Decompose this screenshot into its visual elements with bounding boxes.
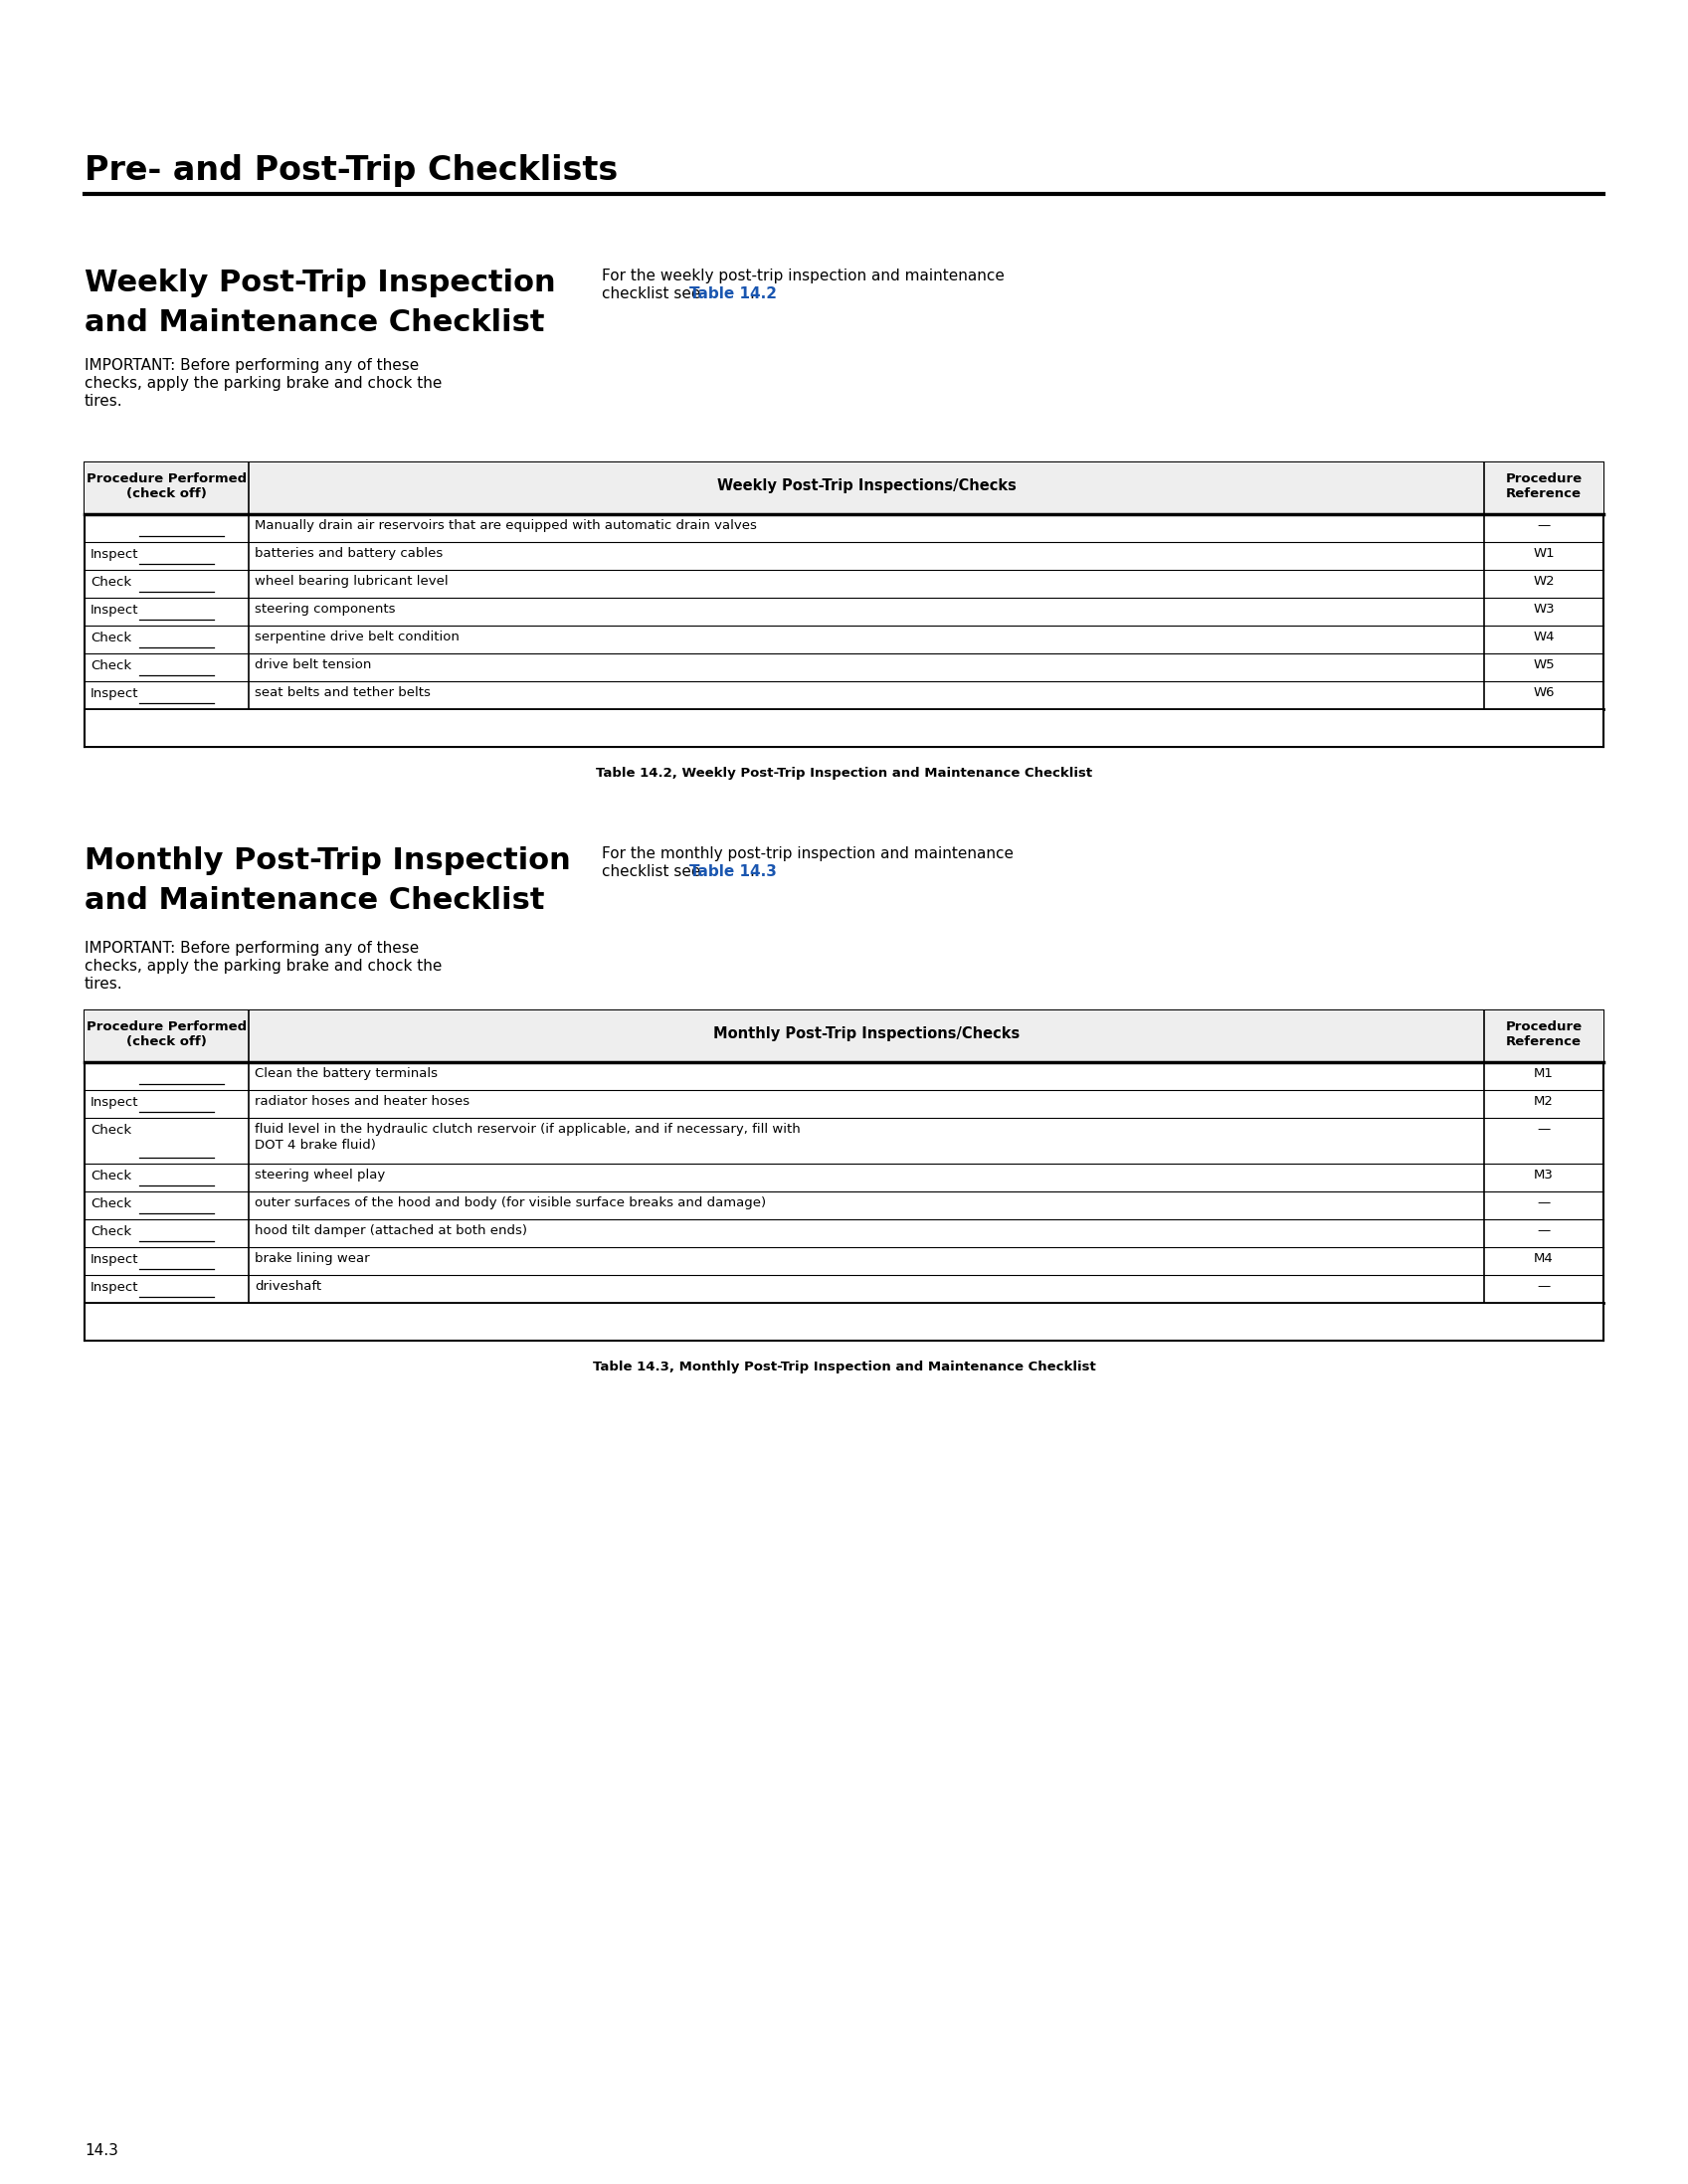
Text: M1: M1 xyxy=(1534,1068,1553,1081)
Text: Inspector: Inspector xyxy=(91,1310,152,1324)
Text: IMPORTANT: Before performing any of these: IMPORTANT: Before performing any of thes… xyxy=(84,358,419,373)
Text: W3: W3 xyxy=(1533,603,1555,616)
Text: M2: M2 xyxy=(1534,1094,1553,1107)
Text: Procedure Performed
(check off): Procedure Performed (check off) xyxy=(86,1020,246,1048)
Text: Date: Date xyxy=(503,716,533,729)
Text: outer surfaces of the hood and body (for visible surface breaks and damage): outer surfaces of the hood and body (for… xyxy=(255,1197,766,1210)
Text: W5: W5 xyxy=(1533,657,1555,670)
Bar xyxy=(84,1011,1604,1061)
Text: W6: W6 xyxy=(1533,686,1555,699)
Text: —: — xyxy=(1538,1225,1550,1236)
Text: W1: W1 xyxy=(1533,546,1555,559)
Text: fluid level in the hydraulic clutch reservoir (if applicable, and if necessary, : fluid level in the hydraulic clutch rese… xyxy=(255,1123,800,1136)
Text: Monthly Post-Trip Inspections/Checks: Monthly Post-Trip Inspections/Checks xyxy=(712,1026,1020,1042)
Text: radiator hoses and heater hoses: radiator hoses and heater hoses xyxy=(255,1094,469,1107)
Text: Check: Check xyxy=(91,1171,132,1182)
Text: Check: Check xyxy=(91,660,132,673)
Text: IMPORTANT: Before performing any of these: IMPORTANT: Before performing any of thes… xyxy=(84,941,419,957)
Text: brake lining wear: brake lining wear xyxy=(255,1251,370,1265)
Text: Pre- and Post-Trip Checklists: Pre- and Post-Trip Checklists xyxy=(84,155,618,188)
Text: Inspect: Inspect xyxy=(91,603,138,616)
Text: For the monthly post-trip inspection and maintenance: For the monthly post-trip inspection and… xyxy=(603,847,1013,860)
Text: checks, apply the parking brake and chock the: checks, apply the parking brake and choc… xyxy=(84,376,442,391)
Text: Monthly Post-Trip Inspection: Monthly Post-Trip Inspection xyxy=(84,847,571,876)
Text: Table 14.2: Table 14.2 xyxy=(689,286,776,301)
Text: hood tilt damper (attached at both ends): hood tilt damper (attached at both ends) xyxy=(255,1225,527,1236)
Text: .: . xyxy=(749,865,755,880)
Text: Check: Check xyxy=(91,631,132,644)
Text: For the weekly post-trip inspection and maintenance: For the weekly post-trip inspection and … xyxy=(603,269,1004,284)
Text: steering components: steering components xyxy=(255,603,395,616)
Text: Inspector: Inspector xyxy=(91,716,152,729)
Text: .: . xyxy=(749,286,755,301)
Text: Inspect: Inspect xyxy=(91,548,138,561)
Text: Check: Check xyxy=(91,577,132,590)
Text: Table 14.3, Monthly Post-Trip Inspection and Maintenance Checklist: Table 14.3, Monthly Post-Trip Inspection… xyxy=(592,1361,1096,1374)
Text: Date: Date xyxy=(503,1310,533,1324)
Text: seat belts and tether belts: seat belts and tether belts xyxy=(255,686,430,699)
Text: W2: W2 xyxy=(1533,574,1555,587)
Text: —: — xyxy=(1538,520,1550,533)
Text: drive belt tension: drive belt tension xyxy=(255,657,371,670)
Text: checks, apply the parking brake and chock the: checks, apply the parking brake and choc… xyxy=(84,959,442,974)
Text: Procedure
Reference: Procedure Reference xyxy=(1506,472,1582,500)
Text: Inspect: Inspect xyxy=(91,688,138,701)
Text: wheel bearing lubricant level: wheel bearing lubricant level xyxy=(255,574,449,587)
Text: checklist see: checklist see xyxy=(603,286,706,301)
Text: Procedure
Reference: Procedure Reference xyxy=(1506,1020,1582,1048)
Text: —: — xyxy=(1538,1197,1550,1210)
Text: batteries and battery cables: batteries and battery cables xyxy=(255,546,442,559)
Text: —: — xyxy=(1538,1280,1550,1293)
Text: W4: W4 xyxy=(1533,631,1555,644)
Text: Table 14.2, Weekly Post-Trip Inspection and Maintenance Checklist: Table 14.2, Weekly Post-Trip Inspection … xyxy=(596,767,1092,780)
Text: and Maintenance Checklist: and Maintenance Checklist xyxy=(84,887,545,915)
Text: —: — xyxy=(1538,1123,1550,1136)
Text: tires.: tires. xyxy=(84,393,123,408)
Text: Check: Check xyxy=(91,1125,132,1136)
Text: M3: M3 xyxy=(1534,1168,1553,1182)
Bar xyxy=(86,710,1602,747)
Text: Check: Check xyxy=(91,1197,132,1210)
Text: Weekly Post-Trip Inspections/Checks: Weekly Post-Trip Inspections/Checks xyxy=(717,478,1016,494)
Text: Inspect: Inspect xyxy=(91,1096,138,1109)
Text: checklist see: checklist see xyxy=(603,865,706,880)
Text: Inspect: Inspect xyxy=(91,1254,138,1267)
Text: M4: M4 xyxy=(1534,1251,1553,1265)
Bar xyxy=(84,463,1604,747)
Text: Clean the battery terminals: Clean the battery terminals xyxy=(255,1068,437,1081)
Text: and Maintenance Checklist: and Maintenance Checklist xyxy=(84,308,545,336)
Text: Inspect: Inspect xyxy=(91,1282,138,1293)
Text: tires.: tires. xyxy=(84,976,123,992)
Text: driveshaft: driveshaft xyxy=(255,1280,321,1293)
Text: serpentine drive belt condition: serpentine drive belt condition xyxy=(255,631,459,644)
Bar xyxy=(86,1304,1602,1339)
Bar xyxy=(84,1011,1604,1341)
Bar xyxy=(84,463,1604,513)
Text: DOT 4 brake fluid): DOT 4 brake fluid) xyxy=(255,1138,376,1151)
Text: Procedure Performed
(check off): Procedure Performed (check off) xyxy=(86,472,246,500)
Text: Manually drain air reservoirs that are equipped with automatic drain valves: Manually drain air reservoirs that are e… xyxy=(255,520,756,533)
Text: Check: Check xyxy=(91,1225,132,1238)
Text: 14.3: 14.3 xyxy=(84,2143,118,2158)
Text: Table 14.3: Table 14.3 xyxy=(689,865,776,880)
Text: Weekly Post-Trip Inspection: Weekly Post-Trip Inspection xyxy=(84,269,555,297)
Text: steering wheel play: steering wheel play xyxy=(255,1168,385,1182)
